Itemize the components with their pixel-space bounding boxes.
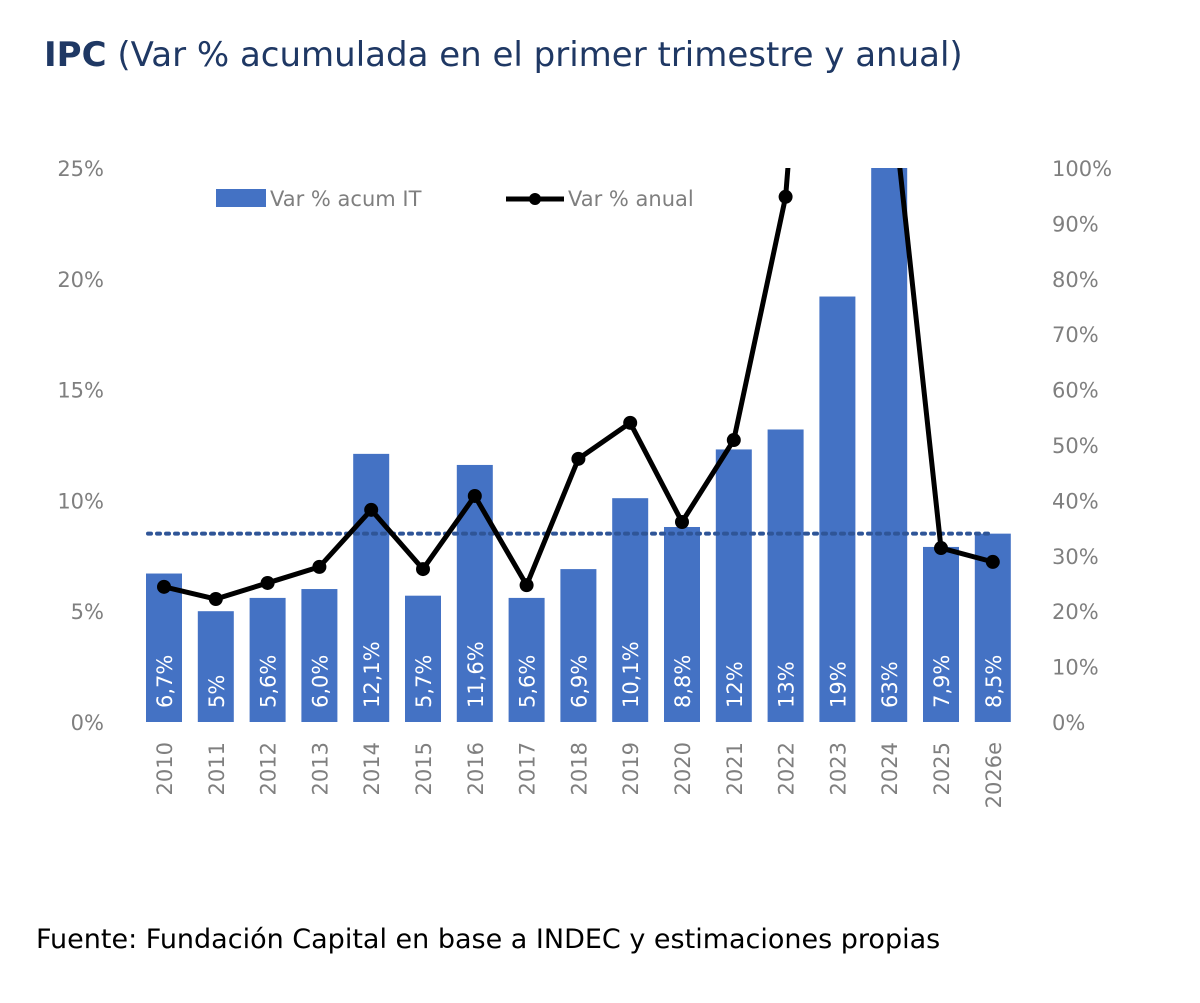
x-axis: 2010 2011 2012 2013 2014 2015 2016 2017 2018 2019… xyxy=(153,742,1006,808)
left-tick-label: 0% xyxy=(71,711,104,735)
bar-data-label: 8,8% xyxy=(671,655,695,708)
bar xyxy=(249,597,286,722)
annual-point xyxy=(364,502,379,517)
annual-line xyxy=(157,168,1000,607)
x-tick-label: 2010 xyxy=(153,742,177,795)
bar-data-label: 11,6% xyxy=(464,641,488,708)
bar-data-label: 6,0% xyxy=(308,655,332,708)
annual-point xyxy=(623,415,638,430)
annual-point xyxy=(467,488,482,503)
bar xyxy=(197,611,234,722)
bar-data-label: 5,6% xyxy=(516,655,540,708)
right-tick-label: 40% xyxy=(1052,489,1099,513)
bar xyxy=(405,595,441,722)
bar xyxy=(819,296,856,722)
x-tick-label: 2015 xyxy=(412,742,436,795)
bar xyxy=(560,569,597,722)
right-tick-label: 90% xyxy=(1052,212,1099,236)
x-tick-label: 2021 xyxy=(723,742,747,795)
annual-point xyxy=(519,578,534,593)
x-tick-label: 2023 xyxy=(826,742,850,795)
x-tick-label: 2014 xyxy=(360,742,384,795)
legend-bar-swatch xyxy=(216,189,266,207)
bar-data-label: 13% xyxy=(775,661,799,708)
x-tick-label: 2025 xyxy=(930,742,954,795)
left-tick-label: 5% xyxy=(71,600,104,624)
bar-data-label: 8,5% xyxy=(982,655,1006,708)
bar-data-label: 12% xyxy=(723,661,747,708)
x-tick-label: 2016 xyxy=(464,742,488,795)
chart-title: IPC (Var % acumulada en el primer trimes… xyxy=(44,35,963,75)
bar-data-label: 5% xyxy=(205,675,229,708)
bar-data-label: 6,7% xyxy=(153,655,177,708)
bar-data-label: 5,7% xyxy=(412,655,436,708)
bar xyxy=(456,464,493,722)
x-tick-label: 2022 xyxy=(775,742,799,795)
bar xyxy=(508,597,545,722)
right-tick-label: 60% xyxy=(1052,379,1099,403)
annual-point xyxy=(416,562,430,577)
annual-point xyxy=(985,554,1000,569)
x-tick-label: 2011 xyxy=(205,742,229,795)
annual-point xyxy=(571,451,586,466)
annual-point xyxy=(726,433,741,448)
right-tick-label: 50% xyxy=(1052,434,1099,458)
bar xyxy=(923,546,959,722)
left-tick-label: 20% xyxy=(57,268,104,292)
right-tick-label: 70% xyxy=(1052,323,1099,347)
annual-point xyxy=(934,541,948,556)
x-tick-label: 2019 xyxy=(619,742,643,795)
right-tick-label: 80% xyxy=(1052,268,1099,292)
bar-data-label: 5,6% xyxy=(257,655,281,708)
title-rest-text: (Var % acumulada en el primer trimestre … xyxy=(117,35,962,75)
right-tick-label: 20% xyxy=(1052,600,1099,624)
annual-point xyxy=(260,575,275,590)
bar-data-label: 10,1% xyxy=(619,641,643,708)
right-axis: 0% 10% 20% 30% 40% 50% 60% 70% 80% 90% 100% xyxy=(1052,157,1112,735)
left-tick-label: 10% xyxy=(57,489,104,513)
right-tick-label: 100% xyxy=(1052,157,1112,181)
bar-data-label: 63% xyxy=(878,661,902,708)
bar xyxy=(301,589,338,722)
x-tick-label: 2017 xyxy=(516,742,540,795)
annual-line-path xyxy=(163,168,994,602)
right-tick-label: 10% xyxy=(1052,656,1099,680)
bar-data-label: 19% xyxy=(826,661,850,708)
bar xyxy=(871,168,908,722)
x-tick-label: 2018 xyxy=(567,742,591,795)
x-tick-label: 2020 xyxy=(671,742,695,795)
left-tick-label: 25% xyxy=(57,157,104,181)
bar xyxy=(664,526,700,722)
bar xyxy=(146,573,182,722)
title-bold: IPC xyxy=(44,35,107,75)
legend-line-label: Var % anual xyxy=(568,187,694,211)
x-tick-label: 2026e xyxy=(982,742,1006,808)
bar-data-label: 12,1% xyxy=(360,641,384,708)
bar xyxy=(353,453,390,722)
x-tick-label: 2012 xyxy=(257,742,281,795)
legend-line-marker xyxy=(529,193,541,205)
x-tick-label: 2024 xyxy=(878,742,902,795)
annual-point xyxy=(675,515,689,530)
left-tick-label: 15% xyxy=(57,379,104,403)
x-tick-label: 2013 xyxy=(308,742,332,795)
bar-data-label: 6,9% xyxy=(567,655,591,708)
annual-point xyxy=(312,559,327,574)
title-rest xyxy=(107,35,118,75)
bar xyxy=(767,429,804,722)
left-axis: 0% 5% 10% 15% 20% 25% xyxy=(57,157,104,735)
right-tick-label: 30% xyxy=(1052,545,1099,569)
legend-bar-label: Var % acum IT xyxy=(270,187,422,211)
source-note: Fuente: Fundación Capital en base a INDE… xyxy=(36,924,940,955)
annual-point xyxy=(157,579,171,594)
annual-point xyxy=(208,592,223,607)
legend: Var % acum IT Var % anual xyxy=(216,187,694,211)
bar-data-label: 7,9% xyxy=(930,655,954,708)
bar xyxy=(715,449,752,722)
right-tick-label: 0% xyxy=(1052,711,1085,735)
bars: 6,7% 5% 5,6% 6,0% 12,1% 5,7% 11,6% 5,6% 6,9% 10,1… xyxy=(146,168,1011,722)
annual-point xyxy=(778,189,793,204)
